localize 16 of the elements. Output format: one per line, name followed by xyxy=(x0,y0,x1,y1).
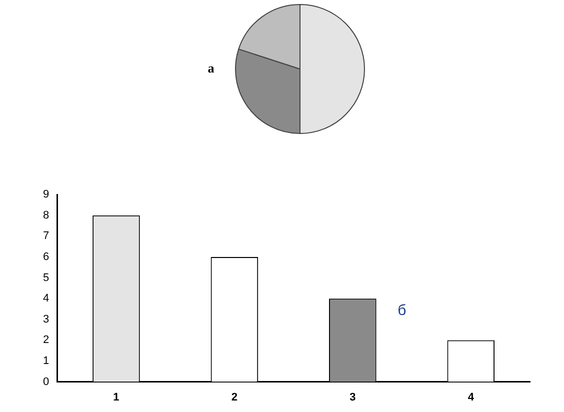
y-tick-label: 4 xyxy=(42,292,50,305)
y-tick-label: 8 xyxy=(42,209,50,222)
x-tick-label: 3 xyxy=(350,391,356,404)
y-tick-label: 5 xyxy=(42,272,50,284)
x-tick-label: 2 xyxy=(231,391,238,404)
annotation: б xyxy=(398,302,406,319)
y-tick-label: 7 xyxy=(42,230,50,242)
y-tick-label: 1 xyxy=(42,355,50,368)
y-tick-label: 2 xyxy=(42,334,50,346)
y-tick-label: 3 xyxy=(42,313,50,326)
y-tick-label: 9 xyxy=(42,188,50,201)
y-tick-label: 0 xyxy=(42,376,50,388)
x-tick-label: 1 xyxy=(113,391,120,404)
y-tick-label: 6 xyxy=(42,251,50,264)
x-tick-label: 4 xyxy=(468,391,475,404)
text: а xyxy=(208,60,215,76)
